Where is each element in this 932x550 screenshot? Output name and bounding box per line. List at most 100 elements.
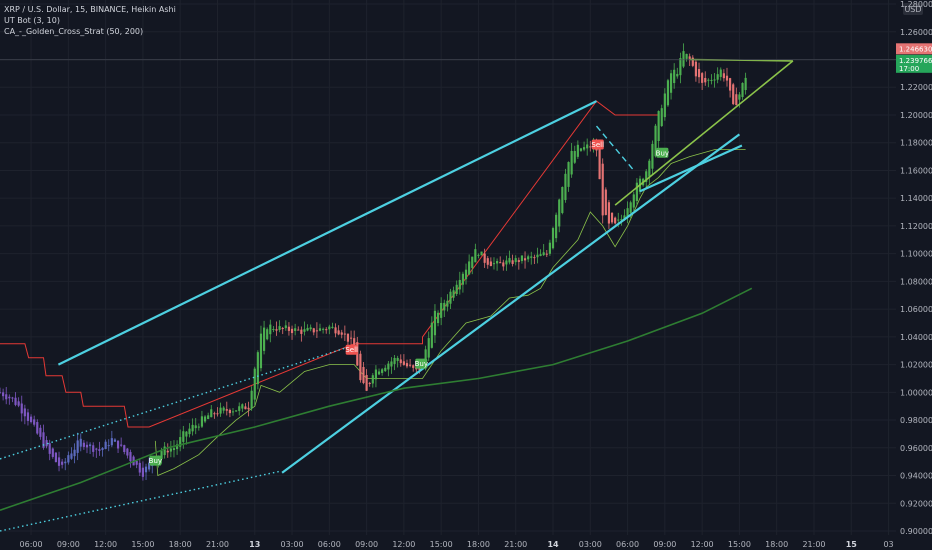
candle-body [29, 416, 33, 423]
candle-body [492, 263, 496, 265]
x-tick-label: 21:00 [802, 540, 825, 549]
candle-body [92, 445, 95, 452]
signal-label: Sell [345, 346, 358, 354]
candle-body [729, 78, 732, 91]
candle-body [551, 228, 555, 249]
candle-body [191, 424, 194, 432]
candle-body [8, 396, 11, 399]
candle-body [309, 327, 312, 330]
candle-body [216, 413, 219, 415]
candle-body [741, 83, 744, 98]
candle-body [172, 448, 176, 451]
candle-body [598, 148, 601, 180]
candle-body [160, 451, 163, 460]
candle-body [213, 413, 216, 415]
candle-body [334, 327, 337, 334]
candle-body [651, 143, 654, 169]
signal-buy: Buy [415, 358, 428, 369]
legend-symbol[interactable]: XRP / U.S. Dollar, 15, BINANCE, Heikin A… [4, 5, 176, 14]
candle-body [374, 369, 378, 380]
ut-trail-green [154, 149, 746, 477]
candle-body [567, 162, 570, 187]
y-tick-label: 1.10000000 [900, 250, 932, 259]
candle-body [76, 440, 79, 453]
candle-body [461, 273, 464, 285]
candle-body [23, 408, 26, 417]
candle-body [238, 406, 241, 411]
candle-body [235, 410, 238, 412]
candle-body [523, 258, 527, 261]
candle-body [200, 416, 204, 427]
candle-body [483, 253, 486, 263]
candle-body [629, 202, 632, 213]
candle-body [210, 409, 213, 418]
candle-body [259, 333, 263, 369]
candle-body [614, 217, 617, 224]
candle-body [576, 144, 579, 157]
x-tick-label: 06:00 [318, 540, 341, 549]
candle-body [82, 442, 85, 447]
candle-body [660, 108, 663, 127]
candle-body [33, 419, 36, 425]
currency-badge[interactable]: USD [903, 3, 923, 15]
candle-body [36, 422, 39, 434]
candle-body [489, 261, 492, 267]
x-axis[interactable]: 06:00 09:00 12:00 15:00 18:00 21:00 13 03:00 06:… [20, 540, 894, 549]
candle-body [349, 337, 353, 339]
candle-body [17, 401, 20, 406]
candle-body [707, 79, 710, 81]
y-axis[interactable]: USD 1.280000001.260000001.240000001.2200… [896, 0, 932, 550]
candle-body [586, 144, 589, 149]
candle-body [135, 460, 138, 465]
candle-body [446, 300, 449, 307]
candle-body [144, 466, 148, 473]
candle-body [26, 412, 30, 421]
legend: XRP / U.S. Dollar, 15, BINANCE, Heikin A… [4, 5, 176, 36]
candle-body [527, 256, 530, 260]
candle-body [228, 409, 231, 414]
candle-body [427, 338, 430, 358]
candle-body [676, 73, 679, 77]
candle-body [377, 371, 381, 375]
candle-body [300, 329, 303, 334]
candle-body [185, 431, 188, 437]
y-tick-label: 1.28000000 [900, 0, 932, 9]
candle-body [663, 93, 666, 118]
candle-body [555, 214, 558, 239]
trend-line-upper-cyan [57, 100, 597, 366]
y-tick-label: 1.08000000 [900, 277, 932, 286]
candle-body [303, 329, 306, 332]
candle-body [281, 328, 284, 330]
candle-body [262, 327, 266, 351]
candle-body [496, 261, 499, 264]
candle-body [207, 415, 210, 419]
y-tick-label: 0.96000000 [900, 444, 932, 453]
candle-body [701, 73, 704, 83]
wedge-lower-green [614, 60, 794, 206]
candle-body [73, 449, 76, 457]
candle-body [570, 150, 573, 175]
signal-label: Buy [415, 360, 428, 368]
candle-body [744, 77, 747, 91]
candle-body [138, 462, 141, 473]
signal-badge [591, 139, 604, 150]
x-tick-label: 12:00 [691, 540, 714, 549]
candle-body [471, 256, 474, 268]
candle-body [477, 254, 480, 256]
candle-body [256, 352, 259, 385]
candle-body [241, 404, 244, 409]
legend-golden-cross[interactable]: CA_-_Golden_Cross_Strat (50, 200) [4, 27, 143, 36]
x-tick-label: 21:00 [504, 540, 527, 549]
legend-ut-bot[interactable]: UT Bot (3, 10) [4, 16, 60, 25]
x-tick-label: 06:00 [616, 540, 639, 549]
signal-buy: Buy [149, 455, 162, 466]
signal-label: Sell [591, 141, 604, 149]
y-tick-label: 1.22000000 [900, 83, 932, 92]
candle-body [412, 365, 415, 368]
y-tick-label: 1.04000000 [900, 333, 932, 342]
candle-body [312, 328, 315, 333]
candle-body [169, 448, 172, 452]
candle-body [110, 438, 113, 446]
candle-body [502, 262, 505, 267]
